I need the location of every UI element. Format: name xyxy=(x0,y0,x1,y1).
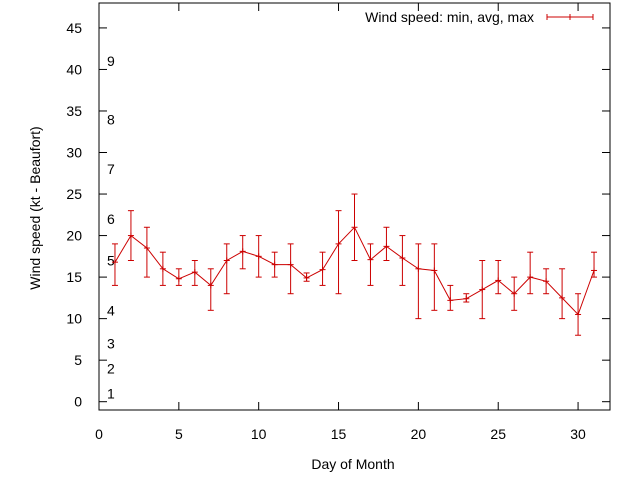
x-tick-label: 30 xyxy=(570,426,586,442)
plot-frame xyxy=(98,2,611,411)
data-point xyxy=(591,267,598,274)
y-tick-label: 10 xyxy=(66,311,82,327)
data-point xyxy=(319,266,326,273)
data-point xyxy=(239,248,246,255)
error-bar xyxy=(287,243,294,295)
error-bar xyxy=(207,268,214,311)
data-point xyxy=(111,259,118,266)
data-point xyxy=(575,311,582,318)
legend-label: Wind speed: min, avg, max xyxy=(365,9,534,25)
error-bar xyxy=(431,243,438,311)
beaufort-label: 6 xyxy=(107,211,115,227)
data-point xyxy=(479,286,486,293)
data-point xyxy=(383,243,390,250)
data-point xyxy=(191,269,198,276)
y-tick-label: 45 xyxy=(66,20,82,36)
y-tick-label: 30 xyxy=(66,145,82,161)
data-point xyxy=(143,245,150,252)
data-point xyxy=(367,256,374,263)
error-bar xyxy=(559,268,566,320)
data-point xyxy=(335,240,342,247)
beaufort-label: 7 xyxy=(107,161,115,177)
x-tick-label: 15 xyxy=(331,426,347,442)
beaufort-label: 5 xyxy=(107,252,115,268)
data-point xyxy=(255,253,262,260)
error-bar xyxy=(495,259,502,295)
data-point xyxy=(271,261,278,268)
data-point xyxy=(287,261,294,268)
x-tick-label: 10 xyxy=(251,426,267,442)
error-bar xyxy=(367,243,374,286)
data-point xyxy=(415,265,422,272)
y-axis-title: Wind speed (kt - Beaufort) xyxy=(27,126,43,289)
data-point xyxy=(207,282,214,289)
x-tick-label: 5 xyxy=(175,426,183,442)
plot-border xyxy=(98,2,611,411)
data-point xyxy=(431,267,438,274)
error-bar xyxy=(415,243,422,320)
data-point xyxy=(463,295,470,302)
data-point xyxy=(447,297,454,304)
beaufort-label: 4 xyxy=(107,302,115,318)
beaufort-label: 8 xyxy=(107,111,115,127)
data-point xyxy=(223,257,230,264)
data-point xyxy=(351,224,358,231)
y-tick-label: 40 xyxy=(66,61,82,77)
data-point xyxy=(303,274,310,281)
data-point xyxy=(559,294,566,301)
data-point xyxy=(159,265,166,272)
y-tick-label: 15 xyxy=(66,269,82,285)
y-tick-label: 35 xyxy=(66,103,82,119)
x-tick-label: 25 xyxy=(490,426,506,442)
y-tick-label: 5 xyxy=(74,352,82,368)
y-tick-label: 0 xyxy=(74,394,82,410)
x-tick-label: 0 xyxy=(95,426,103,442)
error-bar xyxy=(143,226,150,278)
data-point xyxy=(495,277,502,284)
data-point xyxy=(527,274,534,281)
x-axis-title: Day of Month xyxy=(311,456,394,472)
y-tick-label: 25 xyxy=(66,186,82,202)
beaufort-label: 2 xyxy=(107,360,115,376)
beaufort-label: 9 xyxy=(107,53,115,69)
x-tick-label: 20 xyxy=(411,426,427,442)
beaufort-label: 1 xyxy=(107,385,115,401)
legend: Wind speed: min, avg, max xyxy=(365,9,594,25)
data-point xyxy=(511,290,518,297)
x-axis-ticks: 0 5 10 15 20 25 30 xyxy=(95,3,586,442)
data-point xyxy=(399,254,406,261)
beaufort-scale-labels: 1 2 3 4 5 6 7 8 9 xyxy=(107,53,115,401)
data-point xyxy=(175,275,182,282)
error-bar xyxy=(527,251,534,295)
data-point xyxy=(127,232,134,239)
error-bar xyxy=(335,210,342,295)
series-layer xyxy=(111,193,598,336)
data-point xyxy=(543,278,550,285)
error-bar xyxy=(223,243,230,295)
beaufort-label: 3 xyxy=(107,336,115,352)
y-tick-label: 20 xyxy=(66,228,82,244)
